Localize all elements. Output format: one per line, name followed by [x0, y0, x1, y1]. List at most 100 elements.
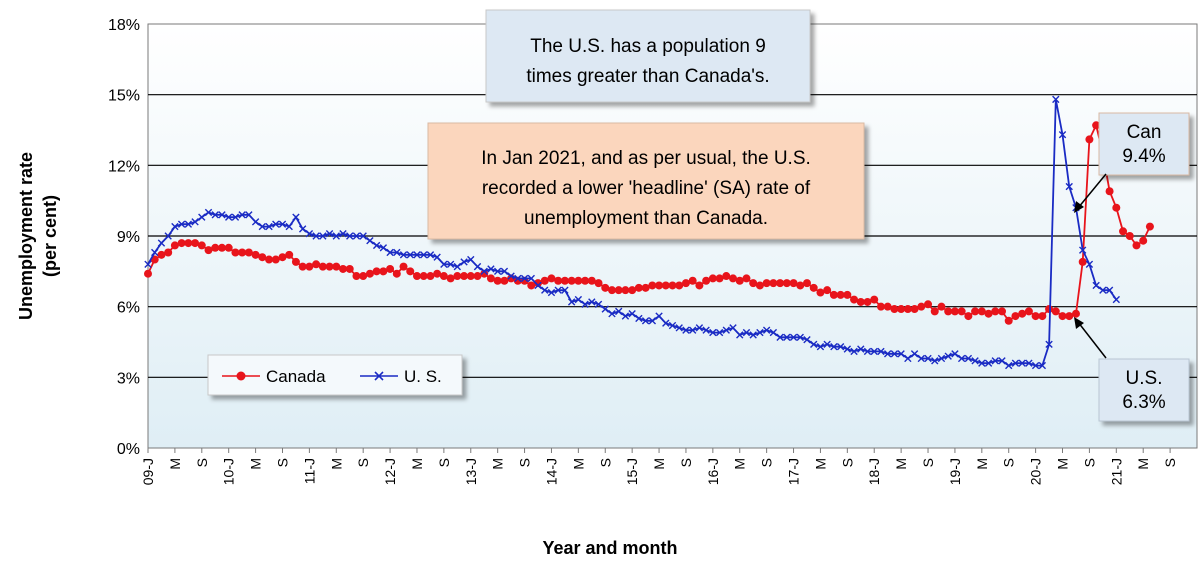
canada-point	[802, 279, 811, 288]
canada-point	[325, 262, 334, 271]
canada-point	[359, 272, 368, 281]
us-point	[890, 350, 899, 358]
canada-point	[628, 286, 637, 295]
legend-us-marker	[374, 371, 384, 381]
canada-point	[634, 283, 643, 292]
canada-point	[352, 272, 361, 281]
x-tick-label: S	[194, 458, 210, 467]
us-point	[776, 333, 784, 341]
canada-point	[170, 241, 179, 250]
us-point	[493, 267, 502, 276]
us-point	[151, 248, 159, 257]
canada-point	[1004, 316, 1013, 325]
annotation-jan2021-line2: recorded a lower 'headline' (SA) rate of	[482, 178, 811, 199]
x-tick-label: M	[732, 458, 748, 470]
canada-point	[735, 276, 744, 285]
us-point	[850, 347, 858, 356]
us-point	[211, 211, 219, 219]
canada-point	[581, 276, 590, 285]
canada-point	[796, 281, 805, 290]
canada-point	[332, 262, 341, 271]
us-point	[601, 305, 609, 313]
us-point	[238, 211, 246, 219]
canada-point	[1011, 312, 1020, 321]
us-point	[897, 350, 905, 358]
canada-point	[345, 264, 354, 273]
canada-point	[480, 269, 489, 278]
us-point	[823, 340, 831, 349]
us-point	[406, 251, 414, 259]
canada-point	[729, 274, 738, 283]
us-point	[534, 281, 542, 290]
canada-point	[876, 302, 885, 311]
x-axis-title: Year and month	[542, 538, 677, 558]
x-tick-label: S	[920, 458, 936, 467]
canada-point	[964, 312, 973, 321]
annotation-population-line2: times greater than Canada's.	[526, 66, 769, 87]
x-tick-label: M	[167, 458, 183, 470]
us-point	[883, 350, 892, 358]
canada-point	[661, 281, 670, 290]
canada-callout-arrowhead	[1074, 201, 1084, 213]
canada-point	[722, 272, 731, 281]
x-tick-label: S	[1001, 458, 1017, 467]
x-tick-label: M	[328, 458, 344, 470]
canada-point	[339, 264, 348, 273]
legend-canada-label: Canada	[266, 367, 326, 386]
canada-point	[769, 279, 778, 288]
canada-point	[197, 241, 206, 250]
us-point	[453, 262, 462, 271]
canada-point	[890, 305, 899, 314]
us-point	[931, 357, 939, 365]
us-point	[413, 251, 421, 259]
us-point	[514, 274, 522, 283]
us-point	[709, 328, 717, 337]
canada-point	[749, 279, 758, 288]
series-layer	[144, 95, 1154, 370]
us-point	[1018, 359, 1026, 367]
us-point	[581, 300, 589, 309]
canada-point	[574, 276, 583, 285]
canada-point	[607, 286, 616, 295]
us-point	[736, 331, 744, 339]
us-point	[198, 213, 206, 221]
x-tick-label: S	[355, 458, 371, 467]
us-point	[984, 359, 993, 367]
x-tick-label: S	[274, 458, 290, 467]
canada-point	[997, 307, 1006, 316]
canada-point	[944, 307, 953, 316]
us-point	[843, 345, 852, 353]
x-tick-label: 09-J	[140, 458, 156, 485]
canada-point	[702, 276, 711, 285]
us-callout-arrowhead	[1074, 317, 1084, 329]
canada-point	[486, 274, 495, 283]
us-point	[1031, 361, 1040, 370]
canada-point	[850, 295, 859, 304]
us-point	[319, 232, 327, 240]
us-point	[695, 324, 704, 332]
legend-us-label: U. S.	[404, 367, 442, 386]
us-point	[184, 220, 193, 228]
canada-point	[1038, 312, 1047, 321]
us-point	[325, 229, 334, 238]
canada-point	[298, 262, 307, 271]
canada-point	[554, 276, 563, 285]
us-point	[756, 328, 764, 337]
us-point	[608, 310, 616, 318]
x-tick-label: 10-J	[221, 458, 237, 485]
canada-point	[856, 297, 865, 306]
us-point	[870, 347, 878, 356]
us-point	[446, 260, 455, 268]
canada-point	[755, 281, 764, 290]
canada-point	[365, 269, 374, 278]
canada-point	[668, 281, 677, 290]
x-tick-label: M	[1135, 458, 1151, 470]
canada-point	[460, 272, 469, 281]
us-point	[836, 343, 845, 351]
us-point	[1045, 340, 1053, 349]
canada-point	[318, 262, 327, 271]
us-point	[1105, 286, 1114, 294]
us-point	[500, 267, 509, 276]
canada-point	[762, 279, 771, 288]
x-tick-label: S	[517, 458, 533, 467]
